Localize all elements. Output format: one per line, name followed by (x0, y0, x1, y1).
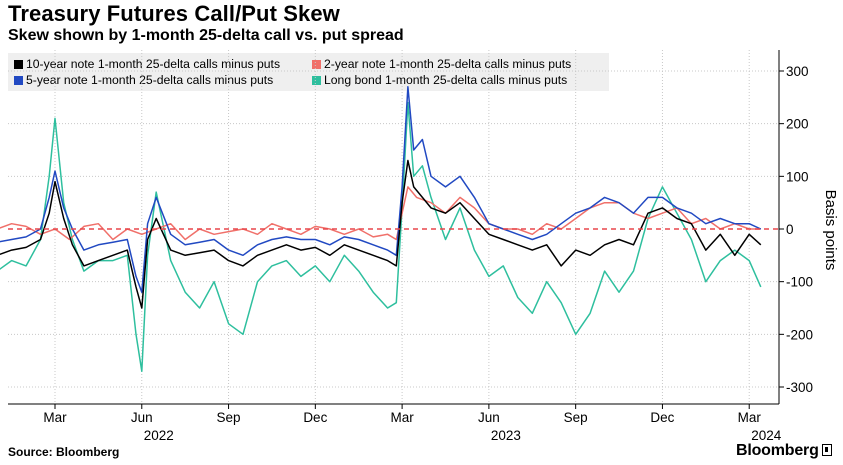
bloomberg-terminal-icon (821, 444, 832, 456)
legend-label-2-year: 2-year note 1-month 25-delta calls minus… (324, 57, 572, 71)
y-tick-label-100: 100 (786, 169, 809, 184)
x-tick-label-1: Jun (131, 410, 153, 425)
legend-swatch-long-bond (312, 75, 321, 85)
legend-item-10-year: 10-year note 1-month 25-delta calls minu… (14, 57, 280, 71)
series-line-10-year (0, 159, 762, 309)
x-year-label-2: 2024 (751, 428, 782, 443)
legend-swatch-5-year (14, 75, 23, 85)
y-axis-label: Basis points (822, 190, 839, 271)
y-tick-label--200: -200 (786, 327, 813, 342)
x-tick-label-2: Sep (217, 410, 241, 425)
y-tick-label--100: -100 (786, 275, 813, 290)
legend-label-5-year: 5-year note 1-month 25-delta calls minus… (26, 73, 274, 87)
y-tick-label-300: 300 (786, 64, 809, 79)
x-tick-label-4: Mar (390, 410, 414, 425)
series-line-2-year (0, 186, 761, 241)
legend-swatch-10-year (14, 59, 23, 69)
legend-item-2-year: 2-year note 1-month 25-delta calls minus… (312, 57, 571, 71)
y-tick-label-200: 200 (786, 117, 809, 132)
legend-label-long-bond: Long bond 1-month 25-delta calls minus p… (324, 73, 568, 87)
x-tick-label-0: Mar (43, 410, 67, 425)
legend-swatch-2-year (312, 59, 321, 69)
chart-legend: 10-year note 1-month 25-delta calls minu… (8, 53, 609, 91)
y-tick-label--300: -300 (786, 380, 813, 395)
brand-wordmark: Bloomberg (736, 442, 832, 460)
x-tick-label-6: Sep (564, 410, 588, 425)
chart-subtitle: Skew shown by 1-month 25-delta call vs. … (8, 27, 404, 44)
brand-name: Bloomberg (736, 442, 819, 459)
x-tick-label-8: Mar (738, 410, 762, 425)
x-tick-label-3: Dec (303, 410, 327, 425)
x-tick-label-7: Dec (650, 410, 674, 425)
legend-item-long-bond: Long bond 1-month 25-delta calls minus p… (312, 73, 567, 87)
x-year-label-0: 2022 (144, 428, 174, 443)
x-tick-label-5: Jun (478, 410, 500, 425)
series-line-long-bond (0, 101, 762, 372)
legend-item-5-year: 5-year note 1-month 25-delta calls minus… (14, 73, 273, 87)
series-line-5-year (0, 86, 762, 293)
legend-label-10-year: 10-year note 1-month 25-delta calls minu… (26, 57, 281, 71)
x-year-label-1: 2023 (491, 428, 521, 443)
source-note: Source: Bloomberg (8, 445, 120, 459)
chart-title: Treasury Futures Call/Put Skew (8, 1, 340, 26)
y-tick-label-0: 0 (786, 222, 794, 237)
